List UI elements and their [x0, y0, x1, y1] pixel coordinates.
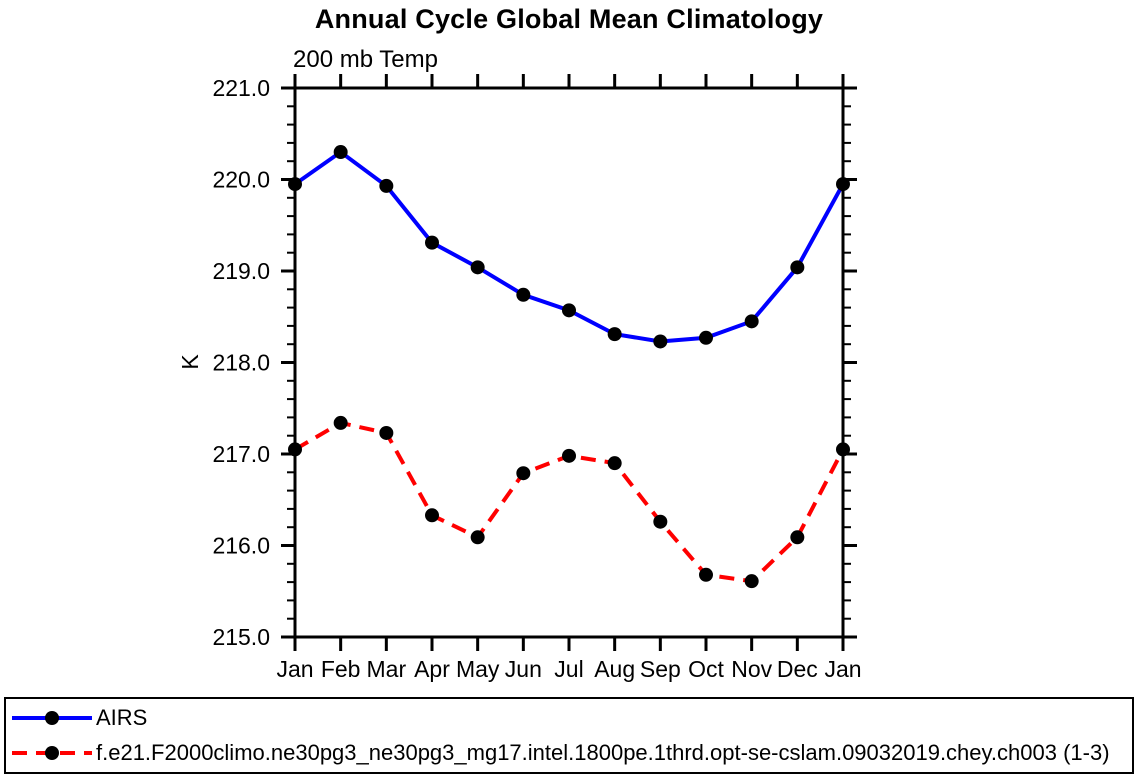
- data-point-marker: [653, 334, 668, 349]
- data-point-marker: [288, 442, 302, 457]
- legend-label-airs: AIRS: [96, 704, 148, 730]
- data-point-marker: [562, 303, 576, 318]
- data-point-marker: [790, 260, 805, 275]
- y-tick-label: 218.0: [212, 350, 270, 376]
- x-tick-label: Jul: [554, 656, 583, 682]
- x-tick-label: Jun: [505, 656, 542, 682]
- data-point-marker: [699, 567, 713, 582]
- x-tick-label: Nov: [731, 656, 772, 682]
- data-point-marker: [425, 235, 439, 250]
- y-axis-label: K: [177, 354, 203, 370]
- data-point-marker: [744, 574, 759, 589]
- series-line-1: [293, 420, 845, 584]
- chart-title: Annual Cycle Global Mean Climatology: [314, 4, 824, 34]
- x-tick-label: Oct: [688, 656, 724, 682]
- y-tick-label: 216.0: [212, 533, 270, 559]
- x-tick-label: Jan: [824, 656, 861, 682]
- data-point-marker: [288, 177, 302, 192]
- x-tick-label: Dec: [777, 656, 818, 682]
- data-point-marker: [470, 530, 485, 545]
- legend: AIRS f.e21.F2000climo.ne30pg3_ne30pg3_mg…: [4, 697, 1134, 774]
- plot-frame: [293, 86, 845, 639]
- x-tick-label: Mar: [367, 656, 407, 682]
- data-point-marker: [653, 514, 668, 529]
- y-tick-label: 215.0: [212, 624, 270, 650]
- x-tick-label: Feb: [321, 656, 361, 682]
- plot-area: 215.0 216.0 217.0 218.0 219.0 220.0 221.0 Jan Fe…: [177, 74, 862, 682]
- data-point-marker: [516, 466, 531, 481]
- chart-subtitle: 200 mb Temp: [293, 46, 438, 73]
- data-point-marker: [333, 145, 348, 160]
- y-tick-label: 219.0: [212, 258, 270, 284]
- legend-item-airs: AIRS: [6, 701, 1132, 735]
- data-point-marker: [836, 177, 850, 192]
- y-tick-label: 217.0: [212, 441, 270, 467]
- data-point-marker: [333, 415, 348, 430]
- y-tick-label: 221.0: [212, 75, 270, 101]
- data-point-marker: [744, 314, 759, 329]
- legend-item-model: f.e21.F2000climo.ne30pg3_ne30pg3_mg17.in…: [6, 736, 1132, 770]
- data-point-marker: [379, 178, 394, 193]
- x-tick-label: Sep: [640, 656, 681, 682]
- data-point-marker: [379, 425, 394, 440]
- x-tick-label: May: [456, 656, 500, 682]
- model-line-sample: [12, 746, 92, 761]
- y-tick-label: 220.0: [212, 167, 270, 193]
- data-point-marker: [607, 456, 622, 471]
- legend-label-model: f.e21.F2000climo.ne30pg3_ne30pg3_mg17.in…: [96, 740, 1110, 766]
- data-point-marker: [699, 330, 713, 345]
- data-point-marker: [836, 442, 850, 457]
- data-point-marker: [562, 448, 576, 463]
- data-point-marker: [607, 327, 622, 342]
- airs-line-sample: [12, 710, 92, 725]
- data-point-marker: [425, 508, 439, 523]
- x-tick-label: Apr: [414, 656, 450, 682]
- data-point-marker: [470, 260, 485, 275]
- x-tick-label: Jan: [276, 656, 313, 682]
- data-point-marker: [790, 530, 805, 545]
- data-point-marker: [516, 287, 531, 302]
- x-tick-label: Aug: [594, 656, 635, 682]
